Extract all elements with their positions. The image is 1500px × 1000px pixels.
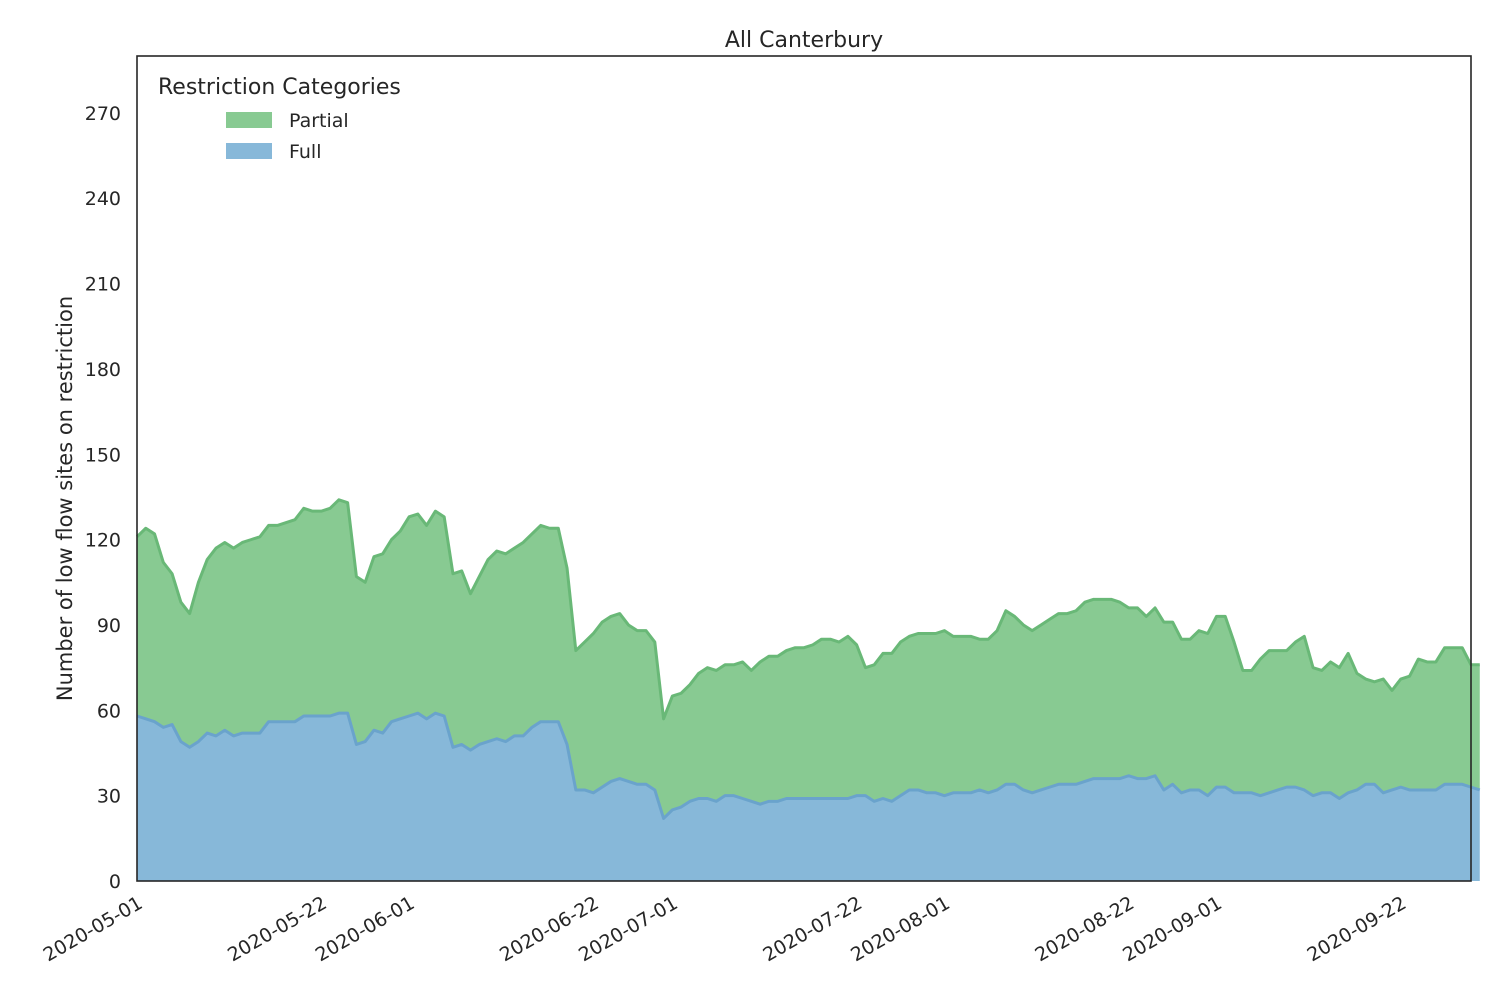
legend-title: Restriction Categories — [158, 75, 401, 100]
y-tick-label: 270 — [85, 103, 121, 125]
legend-swatch-full — [226, 143, 272, 159]
y-axis-label: Number of low flow sites on restriction — [53, 296, 77, 701]
legend-label-partial: Partial — [289, 110, 349, 132]
y-tick-label: 150 — [85, 444, 121, 466]
legend-label-full: Full — [289, 141, 322, 163]
y-tick-label: 60 — [97, 700, 121, 722]
area-partial — [137, 499, 1480, 819]
area-layer — [135, 498, 1481, 881]
line-partial — [135, 498, 1480, 721]
y-tick-label: 90 — [97, 615, 121, 637]
plot-frame — [136, 55, 1472, 882]
legend-swatch-partial — [226, 112, 272, 128]
y-axis-ticks: 0 30 60 90 120 150 180 210 240 270 — [85, 103, 121, 893]
line-full — [136, 711, 1481, 820]
y-tick-label: 180 — [85, 359, 121, 381]
legend: Restriction Categories Partial Full — [158, 75, 401, 163]
y-tick-label: 210 — [85, 274, 121, 296]
area-full — [137, 713, 1480, 881]
y-tick-label: 30 — [97, 786, 121, 808]
y-tick-label: 240 — [85, 188, 121, 210]
y-tick-label: 120 — [85, 530, 121, 552]
y-tick-label: 0 — [109, 871, 121, 893]
chart-title: All Canterbury — [725, 28, 883, 53]
